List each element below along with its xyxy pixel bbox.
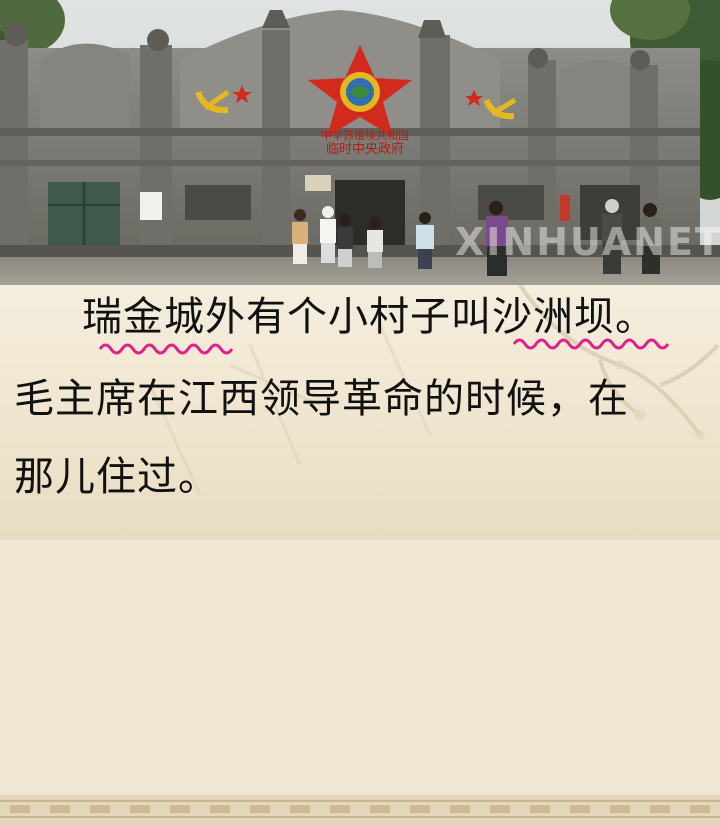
white-sign (140, 192, 162, 220)
building-photo: 中华苏维埃共和国 临时中央政府 (0, 0, 720, 290)
window-shutter-1 (185, 185, 251, 220)
photo-watermark: XINHUANET (455, 220, 720, 264)
window-left (48, 182, 120, 250)
svg-text:中华苏维埃共和国: 中华苏维埃共和国 (321, 128, 409, 142)
hammer-sickle-icon-left (195, 85, 252, 114)
text-line-2: 毛主席在江西领导革命的时候，在 (14, 376, 629, 422)
decorative-fret-border (0, 795, 720, 825)
small-plaque (305, 175, 331, 191)
text-line-1: 瑞金城外有个小村子叫沙洲坝。 (82, 294, 656, 340)
wavy-underline-ruijin-city (98, 343, 234, 355)
red-star-emblem (308, 45, 412, 137)
text-line-3: 那儿住过。 (14, 454, 219, 500)
red-banner (560, 195, 570, 221)
gate-sign: 中华苏维埃共和国 临时中央政府 (321, 128, 409, 157)
steps (0, 245, 720, 257)
hammer-sickle-icon-right (465, 90, 517, 120)
text-panel: 瑞金城外有个小村子叫沙洲坝。 毛主席在江西领导革命的时候，在 那儿住过。 (0, 285, 720, 825)
window-shutter-2 (478, 185, 544, 220)
courtyard-ground (0, 257, 720, 290)
background-plum-branch-decoration (148, 285, 720, 496)
visitors (292, 199, 662, 276)
wavy-underline-shazhouba (512, 338, 670, 350)
svg-text:临时中央政府: 临时中央政府 (326, 142, 404, 157)
